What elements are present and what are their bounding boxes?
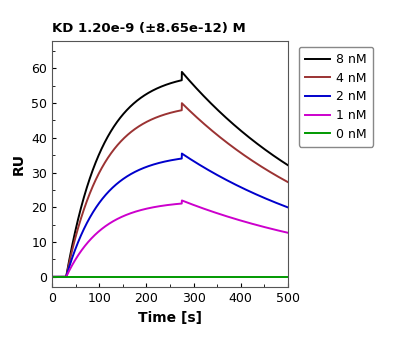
- 1 nM: [236, 218, 240, 222]
- Legend: 8 nM, 4 nM, 2 nM, 1 nM, 0 nM: 8 nM, 4 nM, 2 nM, 1 nM, 0 nM: [299, 47, 373, 147]
- 4 nM: [50, 275, 54, 279]
- 1 nM: [286, 231, 290, 235]
- 2 nM: [180, 151, 184, 155]
- 2 nM: [279, 203, 284, 207]
- 4 nM: [236, 149, 240, 153]
- 8 nM: [62, 275, 66, 279]
- 4 nM: [158, 114, 163, 118]
- 1 nM: [164, 203, 169, 207]
- 2 nM: [50, 275, 54, 279]
- 8 nM: [50, 275, 54, 279]
- 2 nM: [286, 206, 290, 210]
- 0 nM: [154, 275, 158, 279]
- 0 nM: [50, 275, 54, 279]
- 0 nM: [234, 275, 238, 279]
- 4 nM: [279, 176, 284, 180]
- 4 nM: [62, 275, 66, 279]
- 1 nM: [279, 229, 284, 233]
- 1 nM: [62, 275, 66, 279]
- 0 nM: [74, 275, 78, 279]
- 8 nM: [236, 126, 240, 130]
- Text: KD 1.20e-9 (±8.65e-12) M: KD 1.20e-9 (±8.65e-12) M: [52, 22, 246, 35]
- 1 nM: [180, 198, 184, 202]
- 1 nM: [279, 229, 284, 233]
- 2 nM: [236, 184, 240, 188]
- 8 nM: [286, 163, 290, 167]
- 1 nM: [158, 204, 163, 208]
- 4 nM: [180, 101, 184, 105]
- 2 nM: [62, 275, 66, 279]
- 0 nM: [238, 275, 243, 279]
- 0 nM: [212, 275, 216, 279]
- 4 nM: [164, 112, 169, 116]
- 8 nM: [158, 85, 163, 89]
- Line: 1 nM: 1 nM: [52, 200, 288, 277]
- 1 nM: [50, 275, 54, 279]
- X-axis label: Time [s]: Time [s]: [138, 311, 202, 325]
- 8 nM: [180, 70, 184, 74]
- Line: 8 nM: 8 nM: [52, 72, 288, 277]
- 2 nM: [164, 159, 169, 163]
- 0 nM: [145, 275, 150, 279]
- Line: 4 nM: 4 nM: [52, 103, 288, 277]
- 8 nM: [164, 82, 169, 87]
- Line: 2 nM: 2 nM: [52, 153, 288, 277]
- Y-axis label: RU: RU: [12, 153, 26, 175]
- 2 nM: [158, 161, 163, 165]
- 4 nM: [286, 180, 290, 184]
- 2 nM: [279, 203, 284, 207]
- 4 nM: [279, 176, 284, 180]
- 8 nM: [279, 159, 284, 163]
- 0 nM: [286, 275, 290, 279]
- 8 nM: [279, 159, 284, 163]
